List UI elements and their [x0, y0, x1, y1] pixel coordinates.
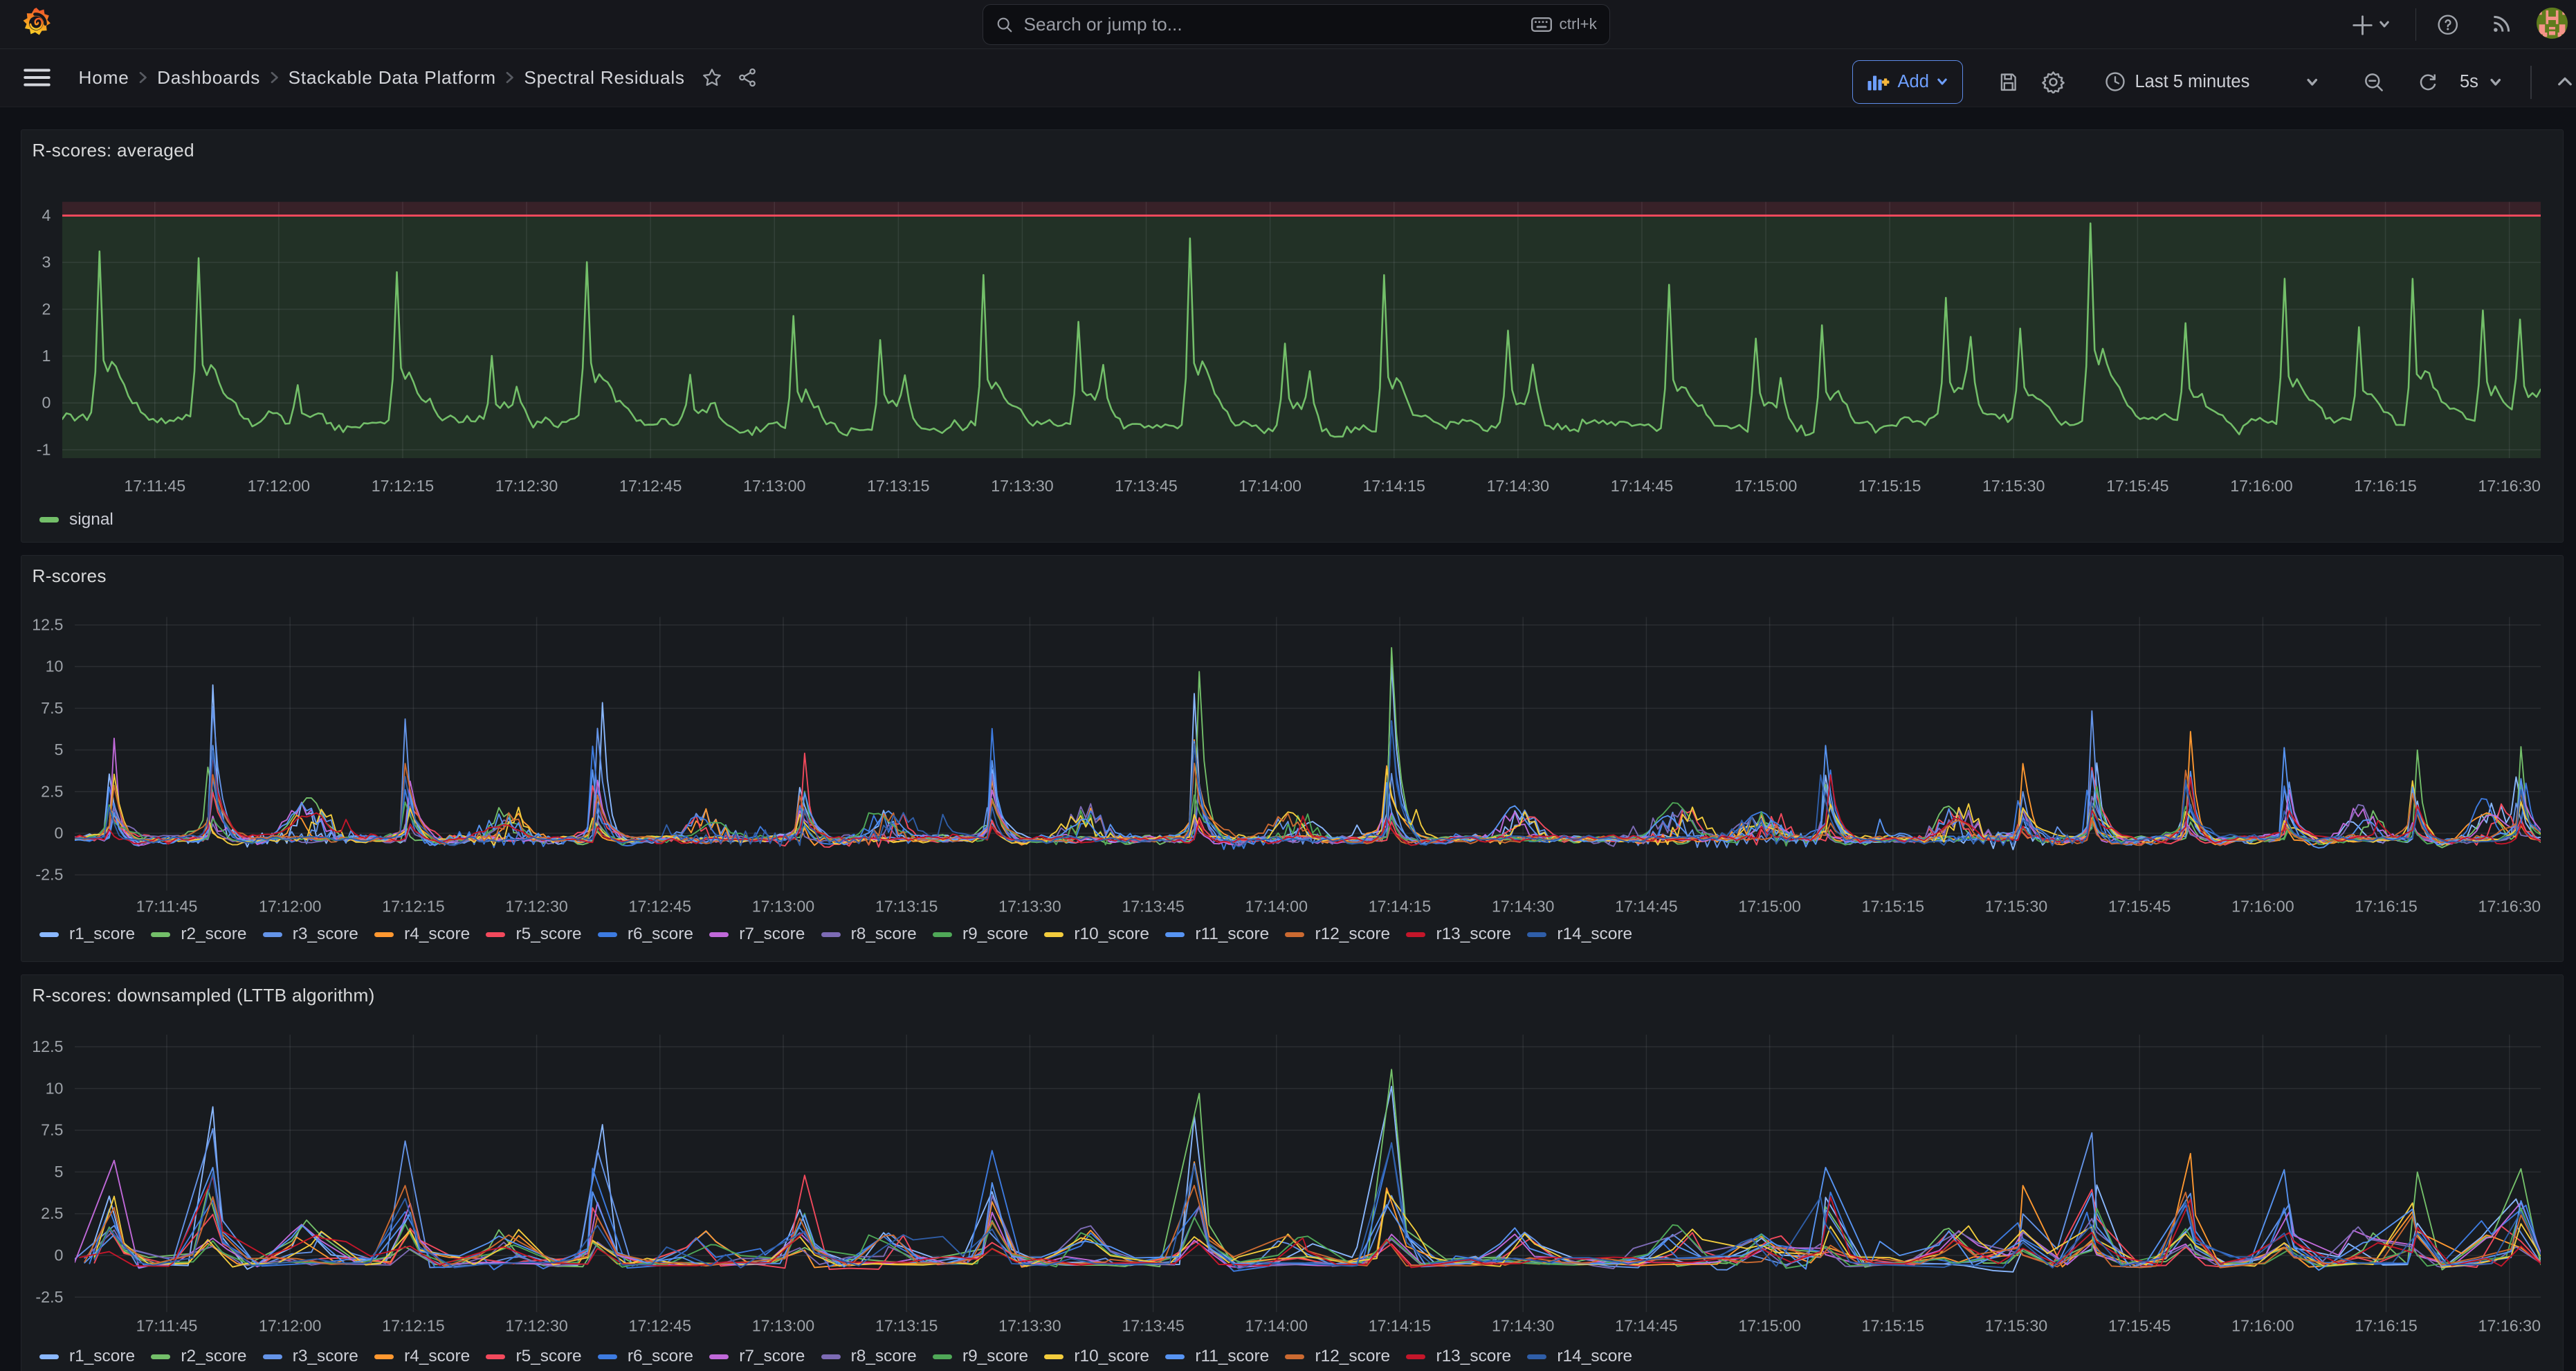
- svg-text:17:13:00: 17:13:00: [752, 1317, 815, 1335]
- svg-text:2.5: 2.5: [41, 1204, 63, 1222]
- svg-text:17:11:45: 17:11:45: [136, 1317, 198, 1335]
- svg-text:17:11:45: 17:11:45: [136, 898, 198, 916]
- svg-text:5: 5: [55, 1163, 64, 1181]
- svg-text:17:13:15: 17:13:15: [875, 1317, 938, 1335]
- svg-text:17:13:30: 17:13:30: [998, 1317, 1061, 1335]
- svg-text:0: 0: [42, 394, 51, 412]
- svg-text:17:13:45: 17:13:45: [1122, 898, 1185, 916]
- svg-text:17:16:30: 17:16:30: [2478, 477, 2541, 495]
- svg-text:17:16:15: 17:16:15: [2355, 898, 2418, 916]
- svg-text:17:15:45: 17:15:45: [2108, 898, 2171, 916]
- svg-text:17:14:45: 17:14:45: [1615, 1317, 1678, 1335]
- svg-text:17:15:30: 17:15:30: [1982, 477, 2045, 495]
- svg-text:7.5: 7.5: [41, 699, 63, 717]
- svg-text:17:14:30: 17:14:30: [1492, 1317, 1555, 1335]
- svg-text:17:13:45: 17:13:45: [1122, 1317, 1185, 1335]
- svg-text:-2.5: -2.5: [35, 1288, 63, 1306]
- svg-text:1: 1: [42, 347, 51, 365]
- svg-text:-2.5: -2.5: [35, 866, 63, 884]
- svg-text:17:16:00: 17:16:00: [2231, 1317, 2294, 1335]
- svg-text:17:12:15: 17:12:15: [382, 898, 445, 916]
- svg-text:17:15:15: 17:15:15: [1862, 898, 1925, 916]
- svg-text:17:16:15: 17:16:15: [2355, 1317, 2418, 1335]
- svg-text:17:12:45: 17:12:45: [619, 477, 682, 495]
- svg-text:17:12:45: 17:12:45: [629, 898, 692, 916]
- svg-text:17:14:15: 17:14:15: [1369, 1317, 1432, 1335]
- svg-text:17:14:45: 17:14:45: [1615, 898, 1678, 916]
- svg-text:17:13:30: 17:13:30: [998, 898, 1061, 916]
- svg-text:17:15:15: 17:15:15: [1862, 1317, 1925, 1335]
- svg-text:17:12:00: 17:12:00: [259, 898, 322, 916]
- svg-text:17:12:00: 17:12:00: [259, 1317, 322, 1335]
- svg-text:10: 10: [46, 657, 64, 675]
- svg-text:17:12:30: 17:12:30: [505, 898, 568, 916]
- svg-text:17:16:00: 17:16:00: [2231, 898, 2294, 916]
- svg-text:17:12:30: 17:12:30: [505, 1317, 568, 1335]
- svg-text:17:12:00: 17:12:00: [248, 477, 311, 495]
- svg-text:17:12:45: 17:12:45: [629, 1317, 692, 1335]
- svg-text:-1: -1: [37, 440, 51, 458]
- svg-text:17:11:45: 17:11:45: [124, 477, 185, 495]
- svg-text:17:15:45: 17:15:45: [2108, 1317, 2171, 1335]
- svg-text:17:13:00: 17:13:00: [743, 477, 806, 495]
- svg-text:17:15:00: 17:15:00: [1738, 898, 1801, 916]
- svg-text:17:13:15: 17:13:15: [875, 898, 938, 916]
- svg-text:17:14:00: 17:14:00: [1239, 477, 1301, 495]
- svg-text:17:14:15: 17:14:15: [1369, 898, 1432, 916]
- svg-text:12.5: 12.5: [32, 1037, 63, 1055]
- svg-text:2.5: 2.5: [41, 782, 63, 800]
- svg-text:17:12:30: 17:12:30: [495, 477, 558, 495]
- svg-text:17:16:30: 17:16:30: [2478, 1317, 2541, 1335]
- svg-text:17:14:00: 17:14:00: [1245, 1317, 1308, 1335]
- svg-text:17:13:00: 17:13:00: [752, 898, 815, 916]
- svg-text:17:15:30: 17:15:30: [1985, 1317, 2048, 1335]
- svg-text:17:16:00: 17:16:00: [2230, 477, 2293, 495]
- svg-text:17:14:45: 17:14:45: [1611, 477, 1674, 495]
- svg-text:17:15:00: 17:15:00: [1738, 1317, 1801, 1335]
- svg-text:17:14:30: 17:14:30: [1492, 898, 1555, 916]
- svg-text:17:16:30: 17:16:30: [2478, 898, 2541, 916]
- svg-text:17:15:45: 17:15:45: [2106, 477, 2169, 495]
- svg-text:7.5: 7.5: [41, 1121, 63, 1139]
- svg-text:12.5: 12.5: [32, 616, 63, 634]
- svg-text:17:14:30: 17:14:30: [1487, 477, 1550, 495]
- svg-text:17:12:15: 17:12:15: [372, 477, 435, 495]
- svg-text:17:13:15: 17:13:15: [867, 477, 930, 495]
- svg-text:10: 10: [46, 1079, 64, 1097]
- svg-text:5: 5: [55, 741, 64, 759]
- svg-text:17:15:15: 17:15:15: [1858, 477, 1921, 495]
- svg-text:17:12:15: 17:12:15: [382, 1317, 445, 1335]
- svg-text:17:14:00: 17:14:00: [1245, 898, 1308, 916]
- svg-text:0: 0: [55, 1246, 64, 1264]
- svg-text:17:14:15: 17:14:15: [1362, 477, 1425, 495]
- svg-text:17:16:15: 17:16:15: [2354, 477, 2417, 495]
- svg-text:2: 2: [42, 300, 51, 318]
- svg-text:17:13:30: 17:13:30: [991, 477, 1054, 495]
- svg-text:17:15:30: 17:15:30: [1985, 898, 2048, 916]
- svg-text:3: 3: [42, 253, 51, 271]
- svg-text:4: 4: [42, 206, 51, 224]
- svg-text:17:15:00: 17:15:00: [1735, 477, 1798, 495]
- svg-text:17:13:45: 17:13:45: [1115, 477, 1178, 495]
- svg-text:0: 0: [55, 824, 64, 842]
